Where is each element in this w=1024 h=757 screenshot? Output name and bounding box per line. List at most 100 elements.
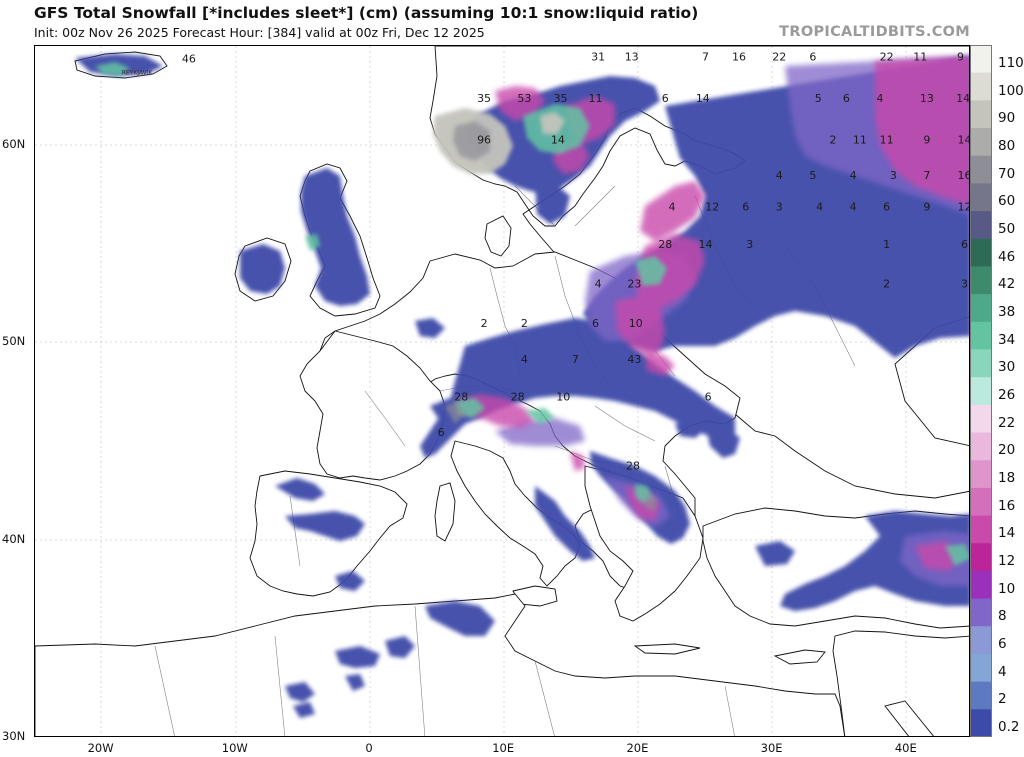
colorbar-level-label: 0.2	[998, 719, 1020, 736]
place-labels: REYKJAVIK	[122, 69, 154, 76]
colorbar-swatch	[970, 128, 992, 157]
colorbar-swatch	[970, 543, 992, 572]
snow-total-label: 10	[556, 390, 570, 403]
snow-total-label: 11	[853, 134, 867, 147]
colorbar-level-label: 30	[998, 359, 1016, 376]
snow-total-label: 4	[850, 201, 857, 214]
cyprus	[773, 649, 826, 665]
snow-total-label: 9	[957, 51, 964, 64]
colorbar-level-label: 42	[998, 276, 1016, 293]
colorbar-swatch	[970, 266, 992, 295]
colorbar-level-label: 80	[998, 137, 1016, 154]
snow-total-label: 23	[627, 278, 641, 291]
colorbar-level-label: 60	[998, 193, 1016, 210]
snow-total-label: 11	[913, 51, 927, 64]
colorbar-level-label: 38	[998, 303, 1016, 320]
colorbar-level-label: 20	[998, 442, 1016, 459]
snow-total-label: 14	[551, 134, 565, 147]
colorbar	[970, 45, 992, 737]
colorbar-swatch	[970, 570, 992, 600]
colorbar-level-label: 6	[998, 636, 1007, 653]
colorbar-level-label: 10	[998, 580, 1016, 597]
lon-label: 40E	[894, 741, 917, 755]
colorbar-level-label: 22	[998, 414, 1016, 431]
colorbar-swatch	[970, 515, 992, 544]
snow-total-label: 16	[958, 169, 970, 182]
snow-total-label: 28	[658, 238, 672, 251]
colorbar-level-label: 4	[998, 663, 1007, 680]
colorbar-level-label: 46	[998, 248, 1016, 265]
snow-total-label: 9	[923, 134, 930, 147]
snow-total-label: 16	[732, 51, 746, 64]
colorbar-swatch	[970, 211, 992, 240]
snow-total-label: 4	[521, 353, 528, 366]
snow-total-label: 14	[956, 92, 970, 105]
snow-total-label: 7	[923, 169, 930, 182]
colorbar-level-label: 110	[998, 54, 1024, 71]
map-frame: 46 31 13 7 16 22 6 22 11 9 35 53 35 11 6 14 5 6 4 13 14 96 14 2…	[34, 45, 970, 737]
snow-total-label: 11	[880, 134, 894, 147]
snow-total-label: 46	[182, 53, 196, 66]
colorbar-swatch	[970, 238, 992, 267]
colorbar-swatch	[970, 404, 992, 434]
lon-label: 0	[365, 741, 373, 755]
snow-total-label: 5	[809, 169, 816, 182]
snow-total-label: 3	[890, 169, 897, 182]
snow-total-label: 4	[595, 278, 602, 291]
lat-label: 30N	[2, 729, 26, 743]
colorbar-level-label: 90	[998, 110, 1016, 127]
snow-total-label: 4	[668, 201, 675, 214]
snow-total-label: 13	[625, 51, 639, 64]
france	[299, 330, 446, 481]
snow-total-label: 2	[883, 278, 890, 291]
colorbar-swatch	[970, 155, 992, 184]
colorbar-swatch	[970, 653, 992, 683]
lon-label: 20E	[626, 741, 649, 755]
snow-total-label: 22	[772, 51, 786, 64]
sardinia	[434, 482, 456, 542]
colorbar-level-label: 12	[998, 553, 1016, 570]
lon-label: 10W	[221, 741, 248, 755]
map-title: GFS Total Snowfall [*includes sleet*] (c…	[34, 4, 699, 22]
colorbar-swatch	[970, 626, 992, 655]
red-sea	[884, 700, 934, 736]
snow-total-label: 7	[702, 51, 709, 64]
colorbar-swatch	[970, 681, 992, 710]
snow-total-label: 4	[816, 201, 823, 214]
snow-total-label: 6	[438, 426, 445, 439]
colorbar-level-label: 100	[998, 82, 1024, 99]
snow-total-label: 28	[454, 390, 468, 403]
levant	[832, 630, 969, 736]
snow-total-label: 6	[592, 317, 599, 330]
snow-total-label: 28	[511, 390, 525, 403]
snow-total-label: 13	[920, 92, 934, 105]
snow-total-label: 12	[958, 201, 970, 214]
colorbar-level-label: 2	[998, 691, 1007, 708]
denmark	[484, 215, 512, 257]
snow-total-label: 14	[958, 134, 970, 147]
colorbar-swatch	[970, 321, 992, 350]
snow-total-label: 6	[883, 201, 890, 214]
snow-total-label: 31	[591, 51, 605, 64]
colorbar-level-label: 14	[998, 525, 1016, 542]
snow-total-label: 6	[809, 51, 816, 64]
lat-label: 50N	[2, 334, 26, 348]
snow-total-label: 11	[588, 92, 602, 105]
snow-total-label: 14	[696, 92, 710, 105]
snow-total-label: 6	[662, 92, 669, 105]
snowfall-shading	[75, 54, 969, 718]
snow-total-label: 6	[705, 390, 712, 403]
north-africa	[35, 593, 846, 736]
colorbar-swatch	[970, 432, 992, 461]
snow-total-label: 3	[746, 238, 753, 251]
colorbar-swatch	[970, 294, 992, 323]
map-subtitle: Init: 00z Nov 26 2025 Forecast Hour: [38…	[34, 25, 485, 40]
snow-total-label: 9	[923, 201, 930, 214]
snow-total-label: 6	[742, 201, 749, 214]
snow-total-label: 2	[521, 317, 528, 330]
colorbar-border	[970, 45, 992, 737]
snow-total-label: 96	[477, 134, 491, 147]
colorbar-swatch	[970, 460, 992, 489]
colorbar-swatch	[970, 487, 992, 517]
